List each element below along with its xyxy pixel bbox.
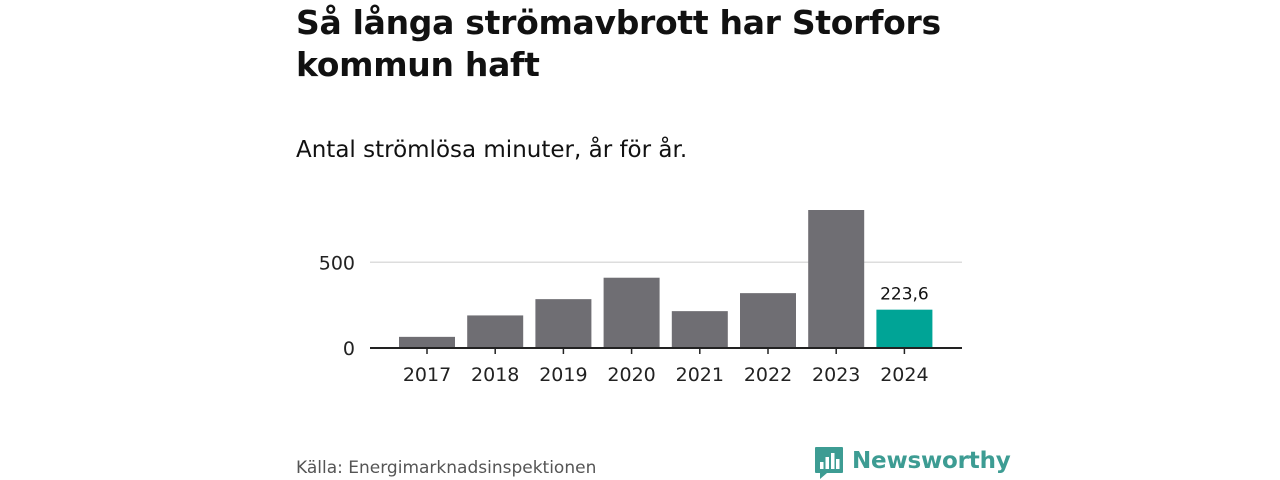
bar-chart: 0 500 2017 2018 2019 2020 2021 2022 2023 2024 223,…: [319, 210, 962, 386]
x-tick-label: 2017: [403, 364, 451, 386]
bar: [535, 299, 592, 348]
bar: [740, 293, 796, 348]
newsworthy-logo-icon: [815, 447, 843, 479]
x-tick-label: 2024: [880, 364, 928, 386]
bar: [467, 315, 524, 348]
bar: [399, 336, 455, 348]
y-tick-label: 500: [319, 252, 355, 274]
data-label: 223,6: [880, 285, 929, 305]
bar: [671, 311, 728, 348]
x-tick-label: 2019: [539, 364, 587, 386]
chart-title: Så långa strömavbrott har Storfors kommu…: [296, 3, 941, 84]
x-tick-label: 2021: [676, 364, 724, 386]
bar: [808, 210, 865, 348]
newsworthy-brand: Newsworthy: [814, 446, 1011, 480]
y-tick-label: 0: [343, 338, 355, 360]
brand-name: Newsworthy: [852, 448, 1011, 474]
bar-highlight: [876, 309, 933, 348]
bar: [603, 277, 660, 348]
x-tick-label: 2020: [607, 364, 655, 386]
x-tick-label: 2018: [471, 364, 519, 386]
x-tick-label: 2023: [812, 364, 860, 386]
x-tick-label: 2022: [744, 364, 792, 386]
chart-subtitle: Antal strömlösa minuter, år för år.: [296, 137, 688, 163]
source-note: Källa: Energimarknadsinspektionen: [296, 458, 597, 478]
